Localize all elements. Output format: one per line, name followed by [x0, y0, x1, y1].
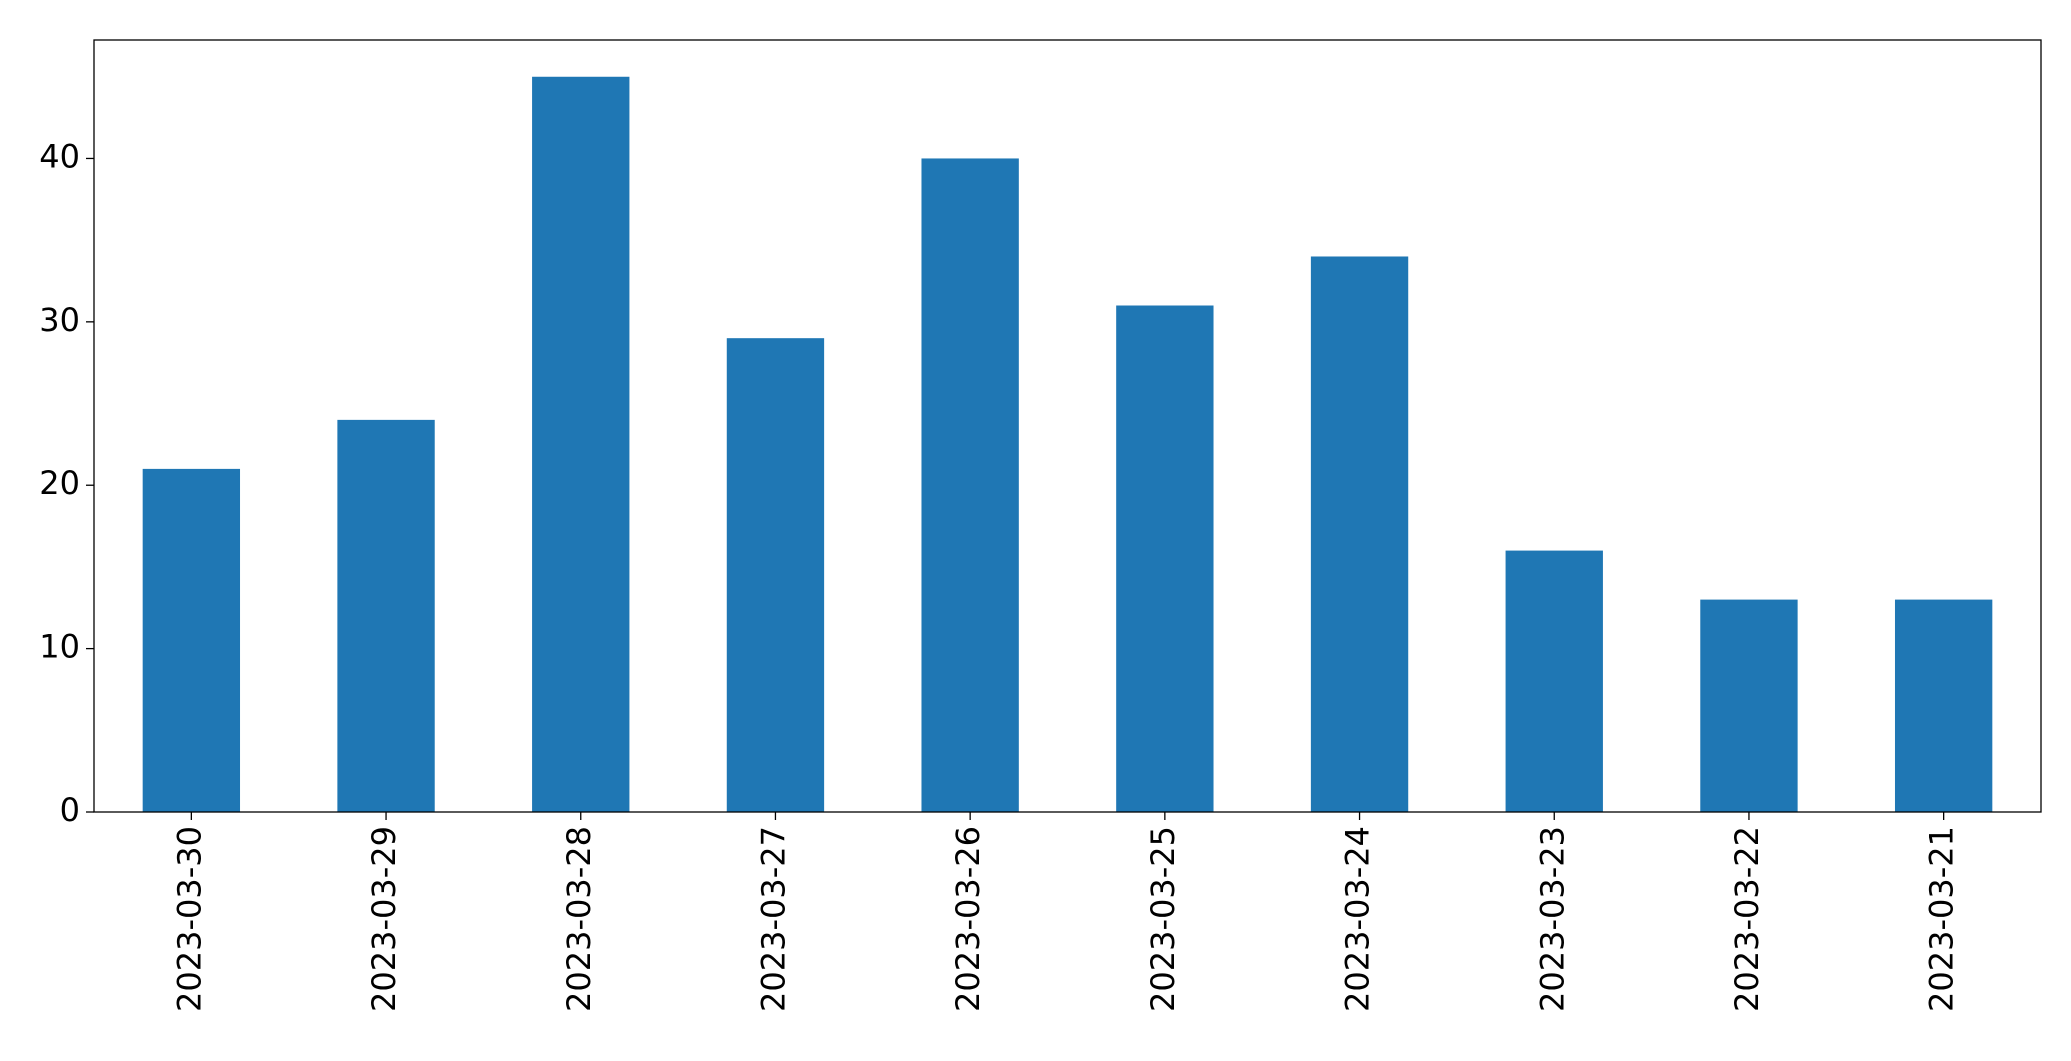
bar [337, 419, 435, 812]
x-tick-label: 2023-03-29 [365, 826, 403, 1012]
bar [532, 76, 630, 812]
x-tick-label: 2023-03-26 [949, 826, 987, 1012]
x-tick-label: 2023-03-28 [560, 826, 598, 1012]
y-tick-label: 0 [60, 791, 80, 829]
bar [1700, 599, 1798, 812]
y-tick-label: 40 [39, 137, 80, 175]
bar [726, 338, 825, 812]
y-tick-label: 30 [39, 301, 80, 339]
x-tick-label: 2023-03-25 [1144, 826, 1182, 1012]
bar [1505, 550, 1603, 812]
plot-frame [93, 39, 2042, 813]
bar [1116, 305, 1214, 812]
bar [142, 468, 241, 812]
x-tick-label: 2023-03-23 [1533, 826, 1571, 1012]
bar [921, 158, 1019, 813]
x-tick-label: 2023-03-24 [1339, 826, 1377, 1012]
x-tick-label: 2023-03-30 [170, 826, 208, 1012]
y-tick-label: 10 [39, 628, 80, 666]
bar [1894, 599, 1993, 812]
x-tick-label: 2023-03-22 [1728, 826, 1766, 1012]
bar [1310, 256, 1409, 812]
x-tick-label: 2023-03-27 [754, 826, 792, 1012]
y-tick-label: 20 [39, 464, 80, 502]
x-tick-label: 2023-03-21 [1923, 826, 1961, 1012]
